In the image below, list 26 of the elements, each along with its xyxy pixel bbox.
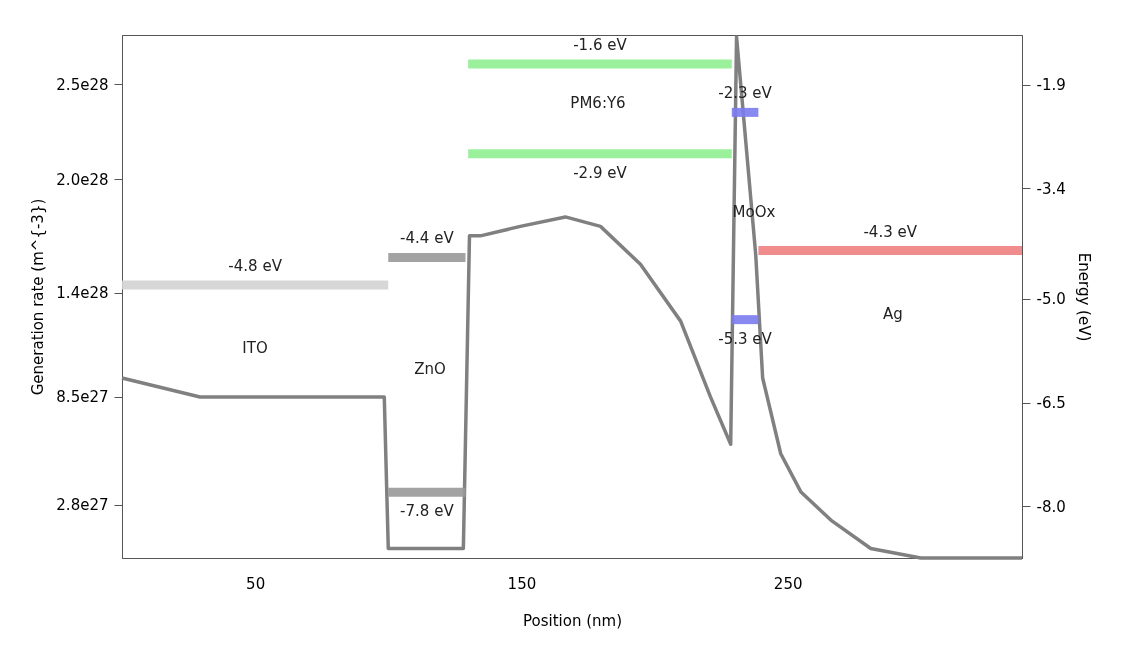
annotation: ZnO [414, 360, 446, 378]
x-axis-title: Position (nm) [523, 611, 622, 630]
data-label: -4.3 eV [863, 222, 918, 241]
y2-axis-title: Energy (eV) [1074, 252, 1093, 342]
annotation: ITO [242, 339, 268, 357]
data-label: -2.9 eV [573, 163, 628, 182]
data-label: -4.4 eV [400, 229, 455, 248]
y-tick-label: 8.5e27 [56, 388, 109, 407]
x-tick-label: 50 [246, 574, 266, 593]
annotation: PM6:Y6 [570, 94, 626, 112]
y2-tick-label: -3.4 [1036, 179, 1066, 198]
y2-tick-label: -6.5 [1036, 394, 1066, 413]
y2-tick-label: -1.9 [1036, 76, 1066, 95]
y-tick-label: 2.8e27 [56, 496, 109, 515]
y-axis-title: Generation rate (m^{-3}) [29, 198, 48, 396]
y-tick-label: 2.0e28 [56, 170, 109, 189]
data-label: -4.8 eV [228, 257, 283, 276]
data-label: -1.6 eV [573, 36, 628, 55]
data-label: -7.8 eV [400, 502, 455, 521]
y-tick-label: 1.4e28 [56, 284, 109, 303]
x-tick-label: 250 [773, 574, 803, 593]
y2-tick-label: -5.0 [1036, 290, 1066, 309]
y2-tick-label: -8.0 [1036, 497, 1066, 516]
annotation: Ag [883, 305, 903, 323]
x-tick-label: 150 [507, 574, 537, 593]
y-tick-label: 2.5e28 [56, 75, 109, 94]
